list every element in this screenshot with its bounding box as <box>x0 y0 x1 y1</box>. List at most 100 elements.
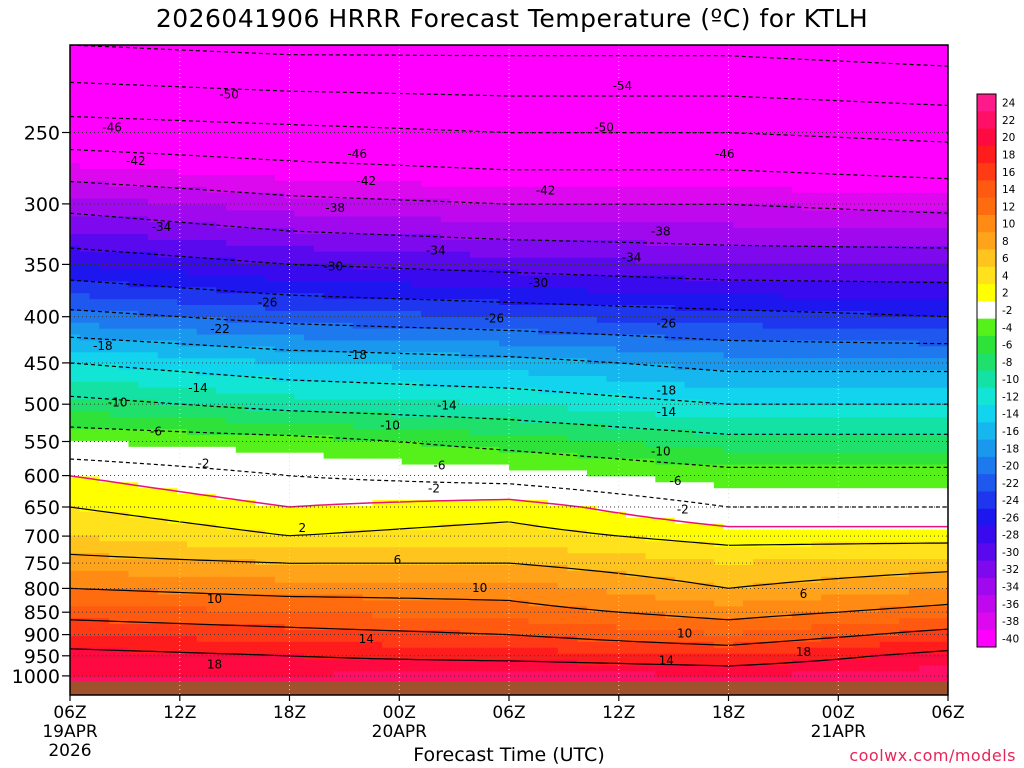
heatmap-cell <box>284 216 295 223</box>
heatmap-cell <box>138 92 149 99</box>
heatmap-cell <box>362 169 374 176</box>
heatmap-cell <box>167 618 178 625</box>
heatmap-cell <box>226 494 237 501</box>
heatmap-cell <box>460 464 471 472</box>
heatmap-cell <box>79 576 91 584</box>
heatmap-cell <box>118 523 130 531</box>
heatmap-cell <box>499 322 510 330</box>
heatmap-cell <box>265 287 276 294</box>
heatmap-cell <box>226 115 237 123</box>
heatmap-cell <box>70 565 81 572</box>
heatmap-cell <box>109 68 120 76</box>
heatmap-cell <box>333 446 344 454</box>
heatmap-cell <box>274 618 286 625</box>
heatmap-cell <box>411 358 422 365</box>
heatmap-cell <box>118 245 130 253</box>
heatmap-cell <box>226 251 237 259</box>
heatmap-cell <box>362 405 374 412</box>
heatmap-cell <box>274 151 286 158</box>
heatmap-cell <box>401 322 413 330</box>
heatmap-cell <box>226 299 237 306</box>
heatmap-cell <box>499 630 510 637</box>
heatmap-cell <box>70 316 81 324</box>
heatmap-cell <box>391 222 403 229</box>
heatmap-cell <box>479 405 491 412</box>
heatmap-cell <box>196 98 208 105</box>
heatmap-cell <box>430 62 442 70</box>
heatmap-cell <box>479 316 491 324</box>
heatmap-cell <box>255 151 266 158</box>
heatmap-cell <box>430 192 442 200</box>
heatmap-cell <box>411 529 422 537</box>
heatmap-cell <box>509 245 520 253</box>
heatmap-cell <box>352 440 364 448</box>
heatmap-cell <box>382 299 393 306</box>
heatmap-cell <box>79 281 91 288</box>
heatmap-cell <box>206 547 217 554</box>
heatmap-cell <box>79 653 91 661</box>
heatmap-cell <box>343 45 354 52</box>
heatmap-cell <box>304 588 315 596</box>
heatmap-cell <box>206 500 217 507</box>
heatmap-cell <box>109 511 120 519</box>
heatmap-cell <box>313 500 325 507</box>
heatmap-cell <box>489 169 500 176</box>
heatmap-cell <box>99 151 110 158</box>
heatmap-cell <box>401 482 413 489</box>
heatmap-cell <box>294 618 305 625</box>
heatmap-cell <box>450 281 461 288</box>
heatmap-cell <box>284 204 295 212</box>
heatmap-cell <box>460 310 471 318</box>
heatmap-cell <box>352 145 364 152</box>
heatmap-cell <box>206 127 217 135</box>
heatmap-cell <box>70 145 81 152</box>
heatmap-cell <box>460 488 471 495</box>
heatmap-cell <box>469 612 481 619</box>
heatmap-cell <box>362 299 374 306</box>
heatmap-cell <box>313 440 325 448</box>
heatmap-cell <box>148 635 159 643</box>
heatmap-cell <box>118 364 130 371</box>
heatmap-cell <box>509 56 520 64</box>
heatmap-cell <box>352 275 364 282</box>
heatmap-cell <box>118 511 130 519</box>
heatmap-cell <box>206 62 217 70</box>
heatmap-cell <box>148 606 159 613</box>
heatmap-cell <box>206 358 217 365</box>
heatmap-cell <box>469 553 481 560</box>
heatmap-cell <box>382 381 393 389</box>
heatmap-cell <box>372 381 383 389</box>
heatmap-cell <box>187 446 198 454</box>
heatmap-cell <box>352 287 364 294</box>
heatmap-cell <box>157 375 169 383</box>
heatmap-cell <box>343 405 354 412</box>
heatmap-cell <box>460 375 471 383</box>
heatmap-cell <box>255 204 266 212</box>
heatmap-cell <box>284 511 295 519</box>
heatmap-cell <box>284 565 295 572</box>
heatmap-cell <box>421 417 432 424</box>
heatmap-cell <box>245 322 256 330</box>
heatmap-cell <box>440 470 452 477</box>
heatmap-cell <box>421 204 432 212</box>
heatmap-cell <box>255 393 266 401</box>
heatmap-cell <box>274 523 286 531</box>
heatmap-cell <box>440 677 452 684</box>
heatmap-cell <box>79 50 91 58</box>
heatmap-cell <box>333 677 344 684</box>
heatmap-cell <box>177 251 188 259</box>
heatmap-cell <box>284 115 295 123</box>
heatmap-cell <box>313 476 325 483</box>
heatmap-cell <box>382 175 393 182</box>
heatmap-cell <box>323 659 334 667</box>
heatmap-cell <box>411 305 422 312</box>
heatmap-cell <box>177 56 188 64</box>
heatmap-cell <box>401 464 413 472</box>
heatmap-cell <box>479 381 491 389</box>
heatmap-cell <box>128 576 139 584</box>
heatmap-cell <box>460 482 471 489</box>
heatmap-cell <box>333 104 344 111</box>
heatmap-cell <box>421 328 432 336</box>
heatmap-cell <box>391 399 403 407</box>
heatmap-cell <box>148 630 159 637</box>
